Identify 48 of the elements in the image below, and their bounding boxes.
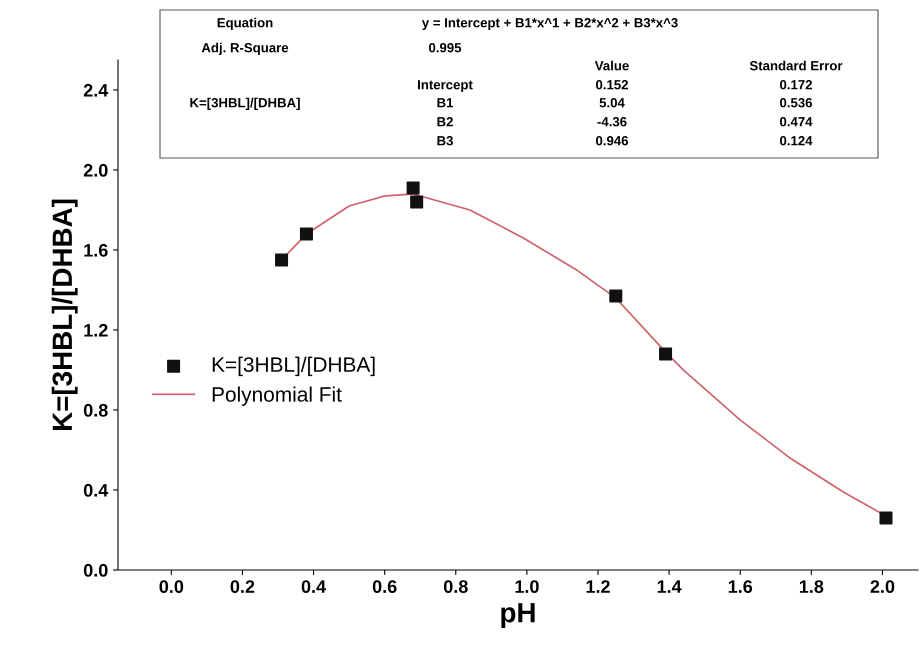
annotation: B3 — [437, 136, 453, 146]
x-tick-label: 1.6 — [728, 580, 752, 593]
text: Equation — [218, 18, 272, 30]
x-tick-label: 0.4 — [302, 580, 326, 593]
y-tick-label: 1.6 — [84, 244, 108, 257]
y-axis-title: K=[3HBL]/[DHBA] — [52, 200, 78, 430]
point — [406, 181, 420, 195]
point — [879, 511, 893, 525]
annotation: B1 — [437, 98, 454, 108]
y-tick-label: 0.4 — [84, 484, 108, 497]
annotation: K=[3HBL]/[DHBA] — [190, 98, 300, 110]
y-tick-label: 1.2 — [84, 324, 108, 337]
point — [659, 347, 672, 361]
y-tick-label: 2.0 — [84, 164, 108, 177]
annotation: 0.172 — [780, 80, 812, 90]
x-axis-title: pH — [501, 603, 535, 628]
x-tick-label: 1.4 — [658, 580, 682, 593]
y-tick-label: 0.8 — [84, 404, 108, 417]
text: y = Intercept + B1*x^1 + B2*x^2 + B3*x^3 — [422, 18, 678, 30]
x-tick-label: 0.2 — [230, 580, 254, 593]
point — [410, 195, 424, 209]
annotation: 0.946 — [596, 136, 628, 146]
legend-label: Polynomial Fit — [212, 386, 342, 406]
point — [609, 289, 622, 303]
annotation: 0.536 — [780, 98, 812, 108]
annotation: 5.04 — [600, 98, 625, 108]
y-tick-label: 0.0 — [84, 564, 108, 577]
x-tick-label: 0.8 — [444, 580, 468, 593]
annotation: Intercept — [418, 80, 473, 92]
x-tick-label: 1.2 — [586, 580, 610, 593]
point — [275, 253, 288, 267]
x-tick-label: 1.0 — [515, 580, 539, 593]
annotation: Value — [594, 60, 629, 70]
x-tick-label: 0.0 — [160, 580, 184, 593]
x-tick-label: 0.6 — [372, 580, 397, 593]
x-tick-label: 2.0 — [870, 580, 894, 593]
annotation: 0.474 — [780, 117, 812, 126]
x-tick-label: 1.8 — [800, 580, 824, 593]
annotation: -4.36 — [597, 117, 627, 126]
text: Adj. R-Square — [202, 42, 288, 55]
text: 0.995 — [429, 43, 462, 52]
point — [300, 227, 313, 241]
legend-label: K=[3HBL]/[DHBA] — [212, 356, 375, 376]
annotation: B2 — [437, 117, 453, 126]
annotation: 0.124 — [780, 136, 812, 146]
annotation: 0.152 — [596, 80, 628, 90]
y-tick-label: 2.4 — [84, 84, 108, 97]
annotation: Standard Error — [750, 60, 842, 70]
